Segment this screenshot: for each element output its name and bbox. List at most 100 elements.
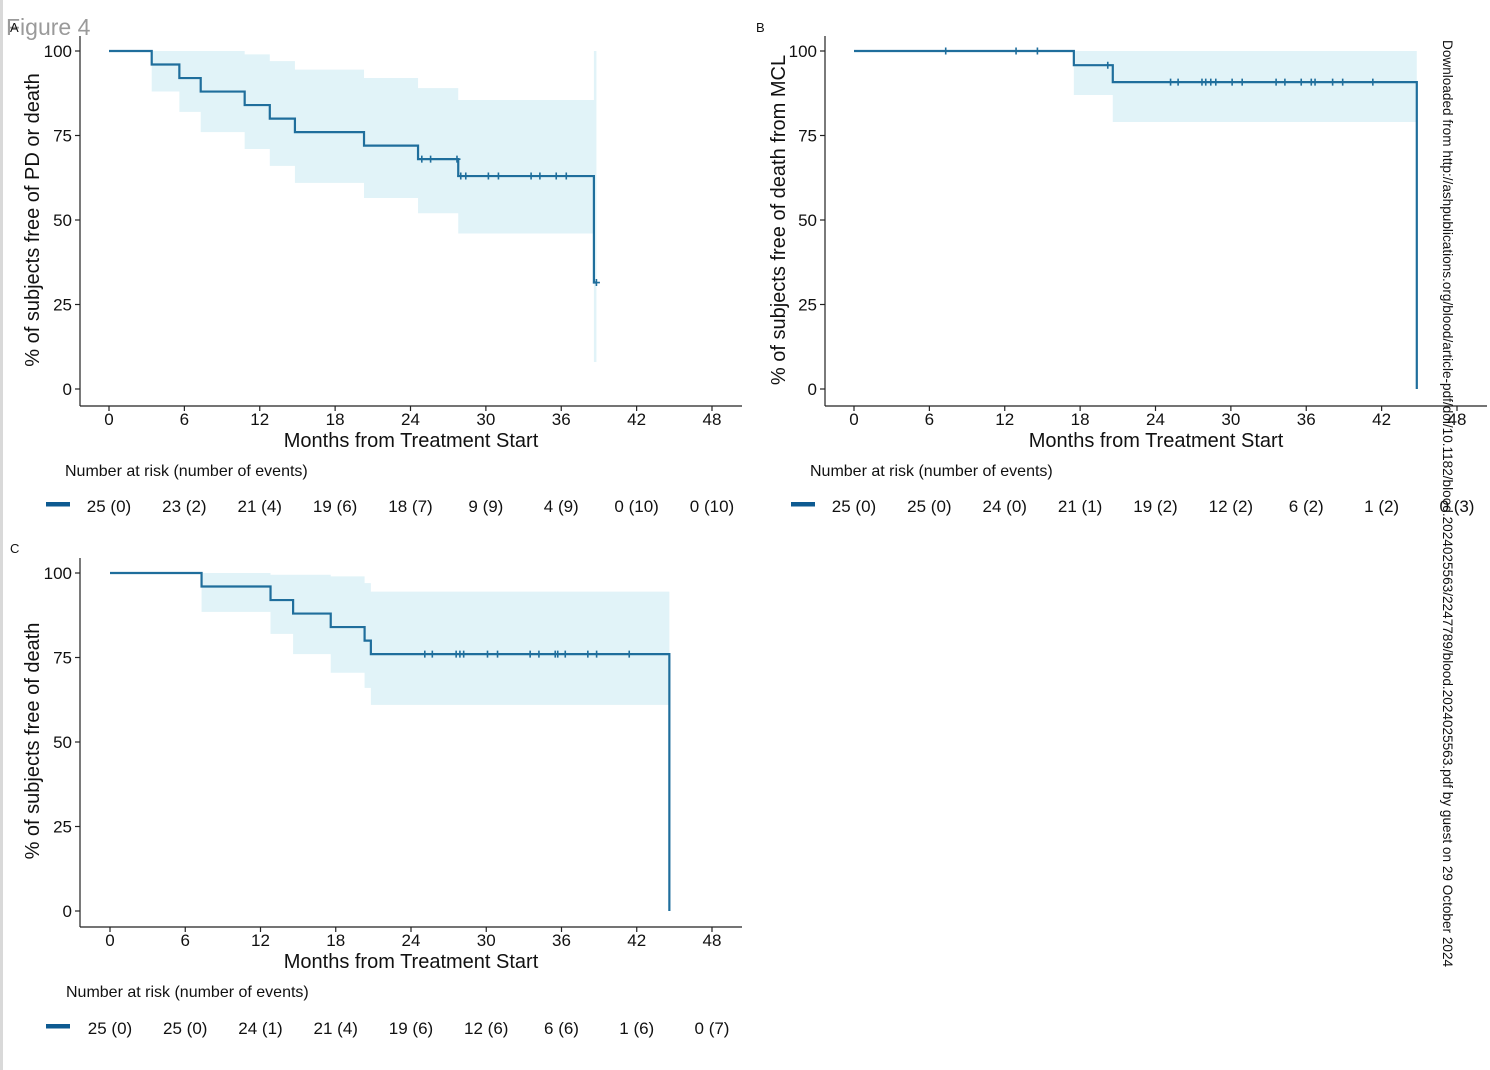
- risk-table-value: 24 (1): [238, 1019, 282, 1038]
- censor-mark: [536, 172, 544, 180]
- y-tick-label: 50: [798, 211, 817, 230]
- risk-table-label: Number at risk (number of events): [65, 463, 308, 480]
- risk-table-value: 1 (6): [619, 1019, 654, 1038]
- y-axis-title: % of subjects free of PD or death: [22, 73, 44, 367]
- y-tick-label: 75: [798, 127, 817, 146]
- x-axis-title: Months from Treatment Start: [1029, 430, 1284, 452]
- x-tick-label: 18: [326, 410, 345, 429]
- risk-table-value: 21 (4): [314, 1019, 358, 1038]
- risk-strata-bar: [791, 502, 815, 507]
- censor-mark: [1228, 78, 1236, 86]
- risk-table-value: 1 (2): [1364, 497, 1399, 516]
- risk-table-value: 25 (0): [907, 497, 951, 516]
- censor-mark: [1369, 78, 1377, 86]
- x-tick-label: 24: [401, 410, 420, 429]
- risk-table-value: 0 (7): [695, 1019, 730, 1038]
- censor-mark: [460, 650, 468, 658]
- risk-table-value: 18 (7): [388, 497, 432, 516]
- x-tick-label: 36: [552, 410, 571, 429]
- x-axis-title: Months from Treatment Start: [284, 430, 539, 452]
- panel-label: C: [10, 541, 19, 556]
- survival-curve: [109, 49, 597, 284]
- censor-mark: [1329, 78, 1337, 86]
- x-tick-label: 6: [181, 931, 190, 950]
- page-left-border: [0, 0, 3, 1070]
- risk-table-label: Number at risk (number of events): [66, 984, 309, 1001]
- risk-table-value: 6 (6): [544, 1019, 579, 1038]
- censor-mark: [1339, 78, 1347, 86]
- x-tick-label: 36: [1297, 410, 1316, 429]
- censor-mark: [526, 650, 534, 658]
- x-tick-label: 0: [105, 931, 114, 950]
- x-tick-label: 30: [476, 410, 495, 429]
- risk-table-value: 12 (2): [1209, 497, 1253, 516]
- y-tick-label: 25: [798, 296, 817, 315]
- censor-mark: [1238, 78, 1246, 86]
- y-tick-label: 100: [44, 564, 72, 583]
- x-tick-label: 18: [326, 931, 345, 950]
- censor-mark: [552, 172, 560, 180]
- risk-table-value: 19 (6): [389, 1019, 433, 1038]
- x-tick-label: 12: [995, 410, 1014, 429]
- risk-table-value: 4 (9): [544, 497, 579, 516]
- x-tick-label: 30: [1221, 410, 1240, 429]
- x-tick-label: 42: [627, 410, 646, 429]
- censor-mark: [453, 155, 461, 163]
- survival-curve: [854, 49, 1418, 389]
- risk-table-value: 25 (0): [832, 497, 876, 516]
- censor-mark: [428, 650, 436, 658]
- y-tick-label: 75: [53, 127, 72, 146]
- risk-table-value: 25 (0): [88, 1019, 132, 1038]
- censor-mark: [1297, 78, 1305, 86]
- figure-title: Figure 4: [6, 14, 91, 40]
- censor-mark: [421, 650, 429, 658]
- censor-mark: [1272, 78, 1280, 86]
- censor-mark: [494, 172, 502, 180]
- confidence-band: [109, 51, 597, 362]
- x-axis-title: Months from Treatment Start: [284, 951, 539, 973]
- y-tick-label: 100: [789, 42, 817, 61]
- x-tick-label: 24: [1146, 410, 1165, 429]
- censor-mark: [484, 650, 492, 658]
- risk-table-value: 12 (6): [464, 1019, 508, 1038]
- y-tick-label: 25: [53, 296, 72, 315]
- risk-table-value: 25 (0): [87, 497, 131, 516]
- panel-label: A: [10, 20, 19, 35]
- download-watermark: Downloaded from http://ashpublications.o…: [1440, 40, 1455, 1030]
- risk-table-value: 24 (0): [983, 497, 1027, 516]
- risk-table-value: 0 (10): [614, 497, 658, 516]
- x-tick-label: 48: [703, 410, 722, 429]
- censor-mark: [1311, 78, 1319, 86]
- watermark-text: Downloaded from http://ashpublications.o…: [1440, 40, 1455, 968]
- censor-mark: [462, 172, 470, 180]
- risk-table-label: Number at risk (number of events): [810, 463, 1053, 480]
- censor-mark: [561, 650, 569, 658]
- risk-table-value: 0 (10): [690, 497, 734, 516]
- censor-mark: [1012, 47, 1020, 55]
- censor-mark: [418, 155, 426, 163]
- x-tick-label: 48: [1448, 410, 1467, 429]
- x-tick-label: 36: [552, 931, 571, 950]
- risk-table-value: 0 (3): [1440, 497, 1475, 516]
- x-tick-label: 30: [477, 931, 496, 950]
- risk-table-value: 9 (9): [468, 497, 503, 516]
- confidence-band: [854, 51, 1417, 389]
- risk-strata-bar: [46, 502, 70, 507]
- censor-mark: [1167, 78, 1175, 86]
- x-tick-label: 12: [251, 931, 270, 950]
- censor-mark: [427, 155, 435, 163]
- y-axis-title: % of subjects free of death from MCL: [768, 55, 790, 385]
- risk-table-value: 23 (2): [162, 497, 206, 516]
- y-tick-label: 25: [53, 818, 72, 837]
- y-axis-title: % of subjects free of death: [22, 623, 44, 860]
- censor-mark: [484, 172, 492, 180]
- censor-mark: [942, 47, 950, 55]
- y-tick-label: 50: [53, 733, 72, 752]
- x-tick-label: 0: [104, 410, 113, 429]
- risk-table-value: 21 (1): [1058, 497, 1102, 516]
- censor-mark: [1174, 78, 1182, 86]
- risk-table-value: 25 (0): [163, 1019, 207, 1038]
- y-tick-label: 50: [53, 211, 72, 230]
- y-tick-label: 0: [63, 902, 72, 921]
